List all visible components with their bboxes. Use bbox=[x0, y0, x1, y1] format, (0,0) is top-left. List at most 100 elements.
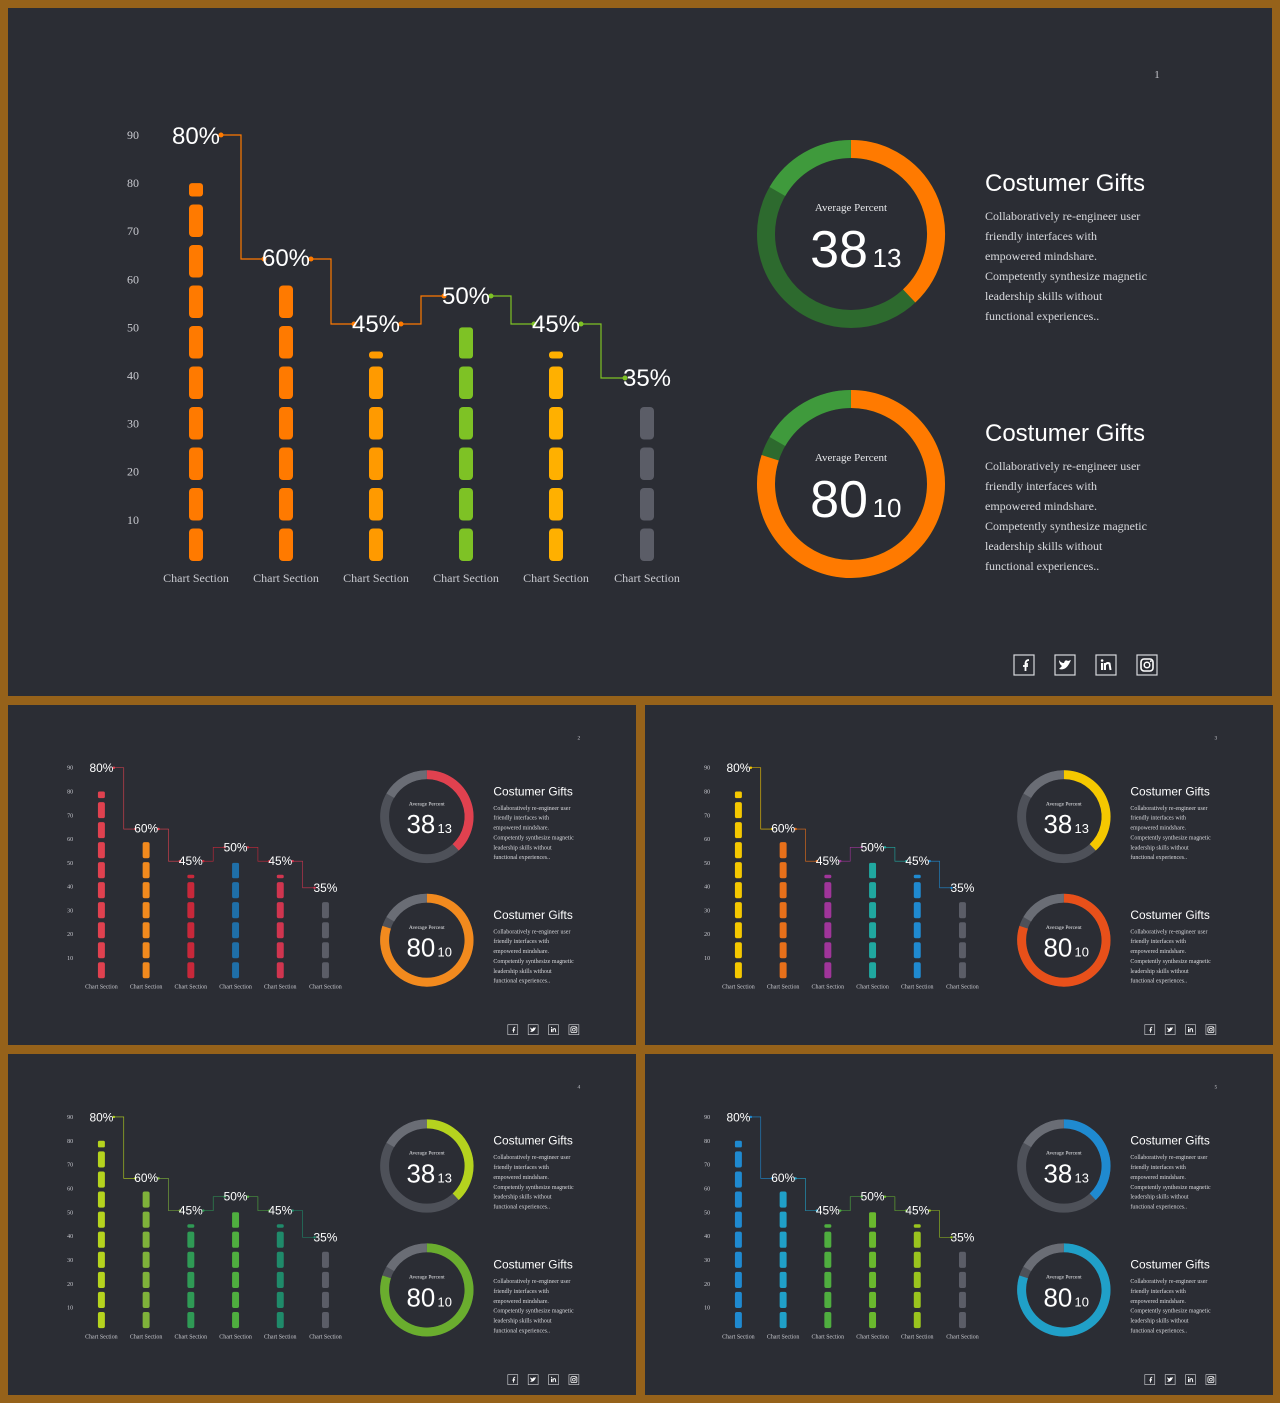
connector-dot bbox=[928, 1209, 931, 1212]
bar-segment bbox=[549, 351, 563, 359]
linkedin-icon[interactable] bbox=[1185, 1024, 1196, 1035]
glyph bbox=[1059, 660, 1071, 670]
glyph bbox=[1207, 1026, 1215, 1034]
axis-tick-label: 30 bbox=[67, 908, 73, 914]
text-block: Costumer Gifts Collaboratively re-enginee… bbox=[493, 908, 574, 985]
text-block-line: friendly interfaces with bbox=[493, 1164, 548, 1171]
bar-segment bbox=[459, 528, 473, 561]
glyph bbox=[1149, 1376, 1153, 1383]
text-block-line: empowered mindshare. bbox=[493, 1175, 549, 1181]
facebook-icon[interactable] bbox=[1013, 654, 1035, 676]
glyph bbox=[1167, 1027, 1174, 1032]
donut-value-arc bbox=[850, 140, 945, 303]
text-block-line: leadership skills without bbox=[1130, 969, 1189, 975]
instagram-icon[interactable] bbox=[1205, 1374, 1217, 1385]
bar-segment bbox=[869, 1212, 877, 1228]
instagram-icon[interactable] bbox=[1205, 1024, 1217, 1035]
bar-segment bbox=[187, 902, 195, 919]
text-block-title: Costumer Gifts bbox=[985, 420, 1145, 447]
bar-segment bbox=[459, 488, 473, 521]
facebook-icon[interactable] bbox=[507, 1024, 519, 1035]
twitter-icon[interactable] bbox=[527, 1374, 539, 1385]
bar-segment bbox=[142, 1311, 150, 1329]
axis-tick-label: 60 bbox=[67, 1186, 73, 1192]
bar-segment bbox=[97, 922, 105, 939]
twitter-icon[interactable] bbox=[1164, 1024, 1176, 1035]
text-block-line: functional experiences.. bbox=[1130, 1328, 1187, 1335]
bar-segment bbox=[189, 183, 203, 197]
instagram-icon[interactable] bbox=[568, 1024, 580, 1035]
page-number: 2 bbox=[578, 736, 581, 742]
bar-segment bbox=[97, 791, 105, 799]
bar-segment bbox=[369, 447, 383, 480]
linkedin-icon[interactable] bbox=[548, 1024, 559, 1035]
twitter-icon[interactable] bbox=[527, 1024, 539, 1035]
axis-tick-label: 40 bbox=[704, 885, 710, 891]
bar-segment bbox=[142, 882, 150, 899]
twitter-icon[interactable] bbox=[1054, 654, 1076, 676]
donut-chart: Average Percent 80 10 bbox=[1017, 893, 1111, 987]
donut-big-number: 38 bbox=[407, 811, 436, 839]
bar-segment bbox=[187, 942, 195, 959]
bar-value-label: 80% bbox=[89, 761, 113, 775]
linkedin-icon[interactable] bbox=[548, 1374, 559, 1385]
glyph bbox=[1143, 661, 1151, 669]
category-label: Chart Section bbox=[163, 571, 229, 585]
text-block: Costumer Gifts Collaboratively re-enginee… bbox=[985, 170, 1147, 323]
bar-segment bbox=[322, 962, 329, 979]
bar-value-label: 60% bbox=[134, 1171, 158, 1185]
glyph bbox=[575, 1027, 577, 1029]
text-block-line: friendly interfaces with bbox=[985, 229, 1097, 243]
glyph bbox=[1023, 659, 1030, 671]
donut-caption: Average Percent bbox=[409, 1275, 445, 1281]
axis-tick-label: 80 bbox=[704, 790, 710, 796]
instagram-icon[interactable] bbox=[568, 1374, 580, 1385]
bar-segment bbox=[824, 922, 832, 939]
facebook-icon[interactable] bbox=[1144, 1374, 1156, 1385]
glyph bbox=[572, 1377, 576, 1382]
bar-segment bbox=[322, 1251, 329, 1268]
connector-line bbox=[401, 295, 444, 325]
bar-segment bbox=[959, 902, 966, 919]
facebook-icon[interactable] bbox=[507, 1374, 519, 1385]
social-frame bbox=[1205, 1024, 1217, 1035]
text-block-title: Costumer Gifts bbox=[1130, 1258, 1209, 1272]
text-block-line: leadership skills without bbox=[493, 1195, 551, 1201]
bar-segment bbox=[640, 488, 654, 521]
bar-segment bbox=[913, 942, 921, 959]
bar-segment bbox=[369, 528, 383, 561]
donut-highlight-arc bbox=[386, 770, 427, 799]
bar-value-label: 60% bbox=[771, 1171, 795, 1185]
donut-small-number: 10 bbox=[1075, 1294, 1089, 1309]
connector-line bbox=[247, 1196, 270, 1211]
bar-value-label: 60% bbox=[262, 245, 310, 272]
glyph bbox=[1188, 1378, 1190, 1383]
connector-line bbox=[581, 323, 625, 379]
axis-tick-label: 50 bbox=[127, 320, 139, 334]
connector-dot bbox=[223, 1195, 226, 1198]
linkedin-icon[interactable] bbox=[1095, 654, 1117, 676]
linkedin-icon[interactable] bbox=[1185, 1374, 1196, 1385]
bar-segment bbox=[142, 942, 150, 959]
category-label: Chart Section bbox=[175, 985, 208, 991]
slide-3: 3 90 80 70 60 50 40 30 20 10 80% Chart Section 60% Ch… bbox=[645, 705, 1273, 1045]
chart-bar bbox=[187, 874, 195, 979]
social-frame bbox=[527, 1024, 539, 1035]
bar-segment bbox=[142, 1251, 150, 1268]
glyph bbox=[1212, 1377, 1214, 1379]
connector-line bbox=[929, 860, 952, 889]
text-block-line: functional experiences.. bbox=[493, 854, 550, 861]
bar-value-label: 80% bbox=[726, 761, 750, 775]
facebook-icon[interactable] bbox=[1144, 1024, 1156, 1035]
bar-segment bbox=[549, 447, 563, 480]
bar-segment bbox=[459, 366, 473, 399]
instagram-icon[interactable] bbox=[1136, 654, 1158, 676]
text-block-line: Competently synthesize magnetic bbox=[1130, 1309, 1211, 1315]
twitter-icon[interactable] bbox=[1164, 1374, 1176, 1385]
chart-bar bbox=[959, 902, 966, 979]
connector-line bbox=[750, 1116, 773, 1179]
glyph bbox=[1104, 662, 1112, 671]
bar-segment bbox=[959, 922, 966, 939]
bar-segment bbox=[97, 1231, 105, 1248]
connector-dot bbox=[531, 321, 537, 327]
